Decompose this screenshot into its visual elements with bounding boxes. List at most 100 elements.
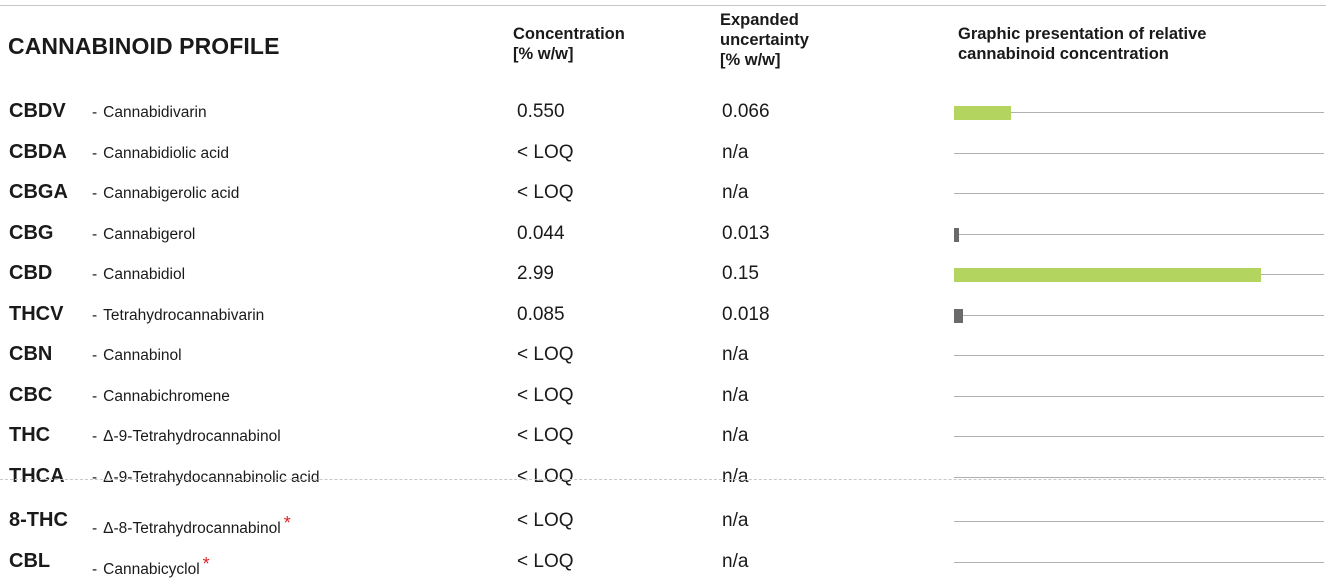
table-row: THCV - Tetrahydrocannabivarin 0.085 0.018 bbox=[0, 297, 1326, 337]
cannabinoid-name: - Δ-8-Tetrahydrocannabinol * bbox=[92, 513, 291, 538]
cannabinoid-name: - Δ-9-Tetrahydrocannabinol bbox=[92, 428, 281, 446]
uncertainty-value: n/a bbox=[722, 142, 749, 163]
name-dash: - bbox=[92, 561, 98, 578]
cannabinoid-code: THCA bbox=[9, 465, 65, 487]
name-text: Cannabidivarin bbox=[103, 104, 207, 121]
name-text: Cannabichromene bbox=[103, 388, 230, 405]
cannabinoid-name: - Δ-9-Tetrahydocannabinolic acid bbox=[92, 469, 319, 487]
cannabinoid-code: CBG bbox=[9, 222, 54, 244]
concentration-value: 0.044 bbox=[517, 223, 565, 244]
concentration-bar bbox=[954, 268, 1261, 282]
name-dash: - bbox=[92, 104, 98, 121]
concentration-value: 0.085 bbox=[517, 304, 565, 325]
uncertainty-value: n/a bbox=[722, 551, 749, 572]
graph-baseline bbox=[954, 234, 1324, 235]
concentration-value: < LOQ bbox=[517, 551, 574, 572]
uncertainty-value: n/a bbox=[722, 466, 749, 487]
cannabinoid-name: - Cannabichromene bbox=[92, 388, 230, 406]
cannabinoid-name: - Cannabinol bbox=[92, 347, 182, 365]
concentration-value: 0.550 bbox=[517, 101, 565, 122]
concentration-value: < LOQ bbox=[517, 425, 574, 446]
concentration-bar bbox=[954, 309, 963, 323]
table-row: CBGA - Cannabigerolic acid < LOQ n/a bbox=[0, 175, 1326, 215]
table-row: CBC - Cannabichromene < LOQ n/a bbox=[0, 378, 1326, 418]
cannabinoid-name: - Cannabidivarin bbox=[92, 104, 207, 122]
concentration-bar bbox=[954, 106, 1011, 120]
table-row: CBG - Cannabigerol 0.044 0.013 bbox=[0, 216, 1326, 256]
name-dash: - bbox=[92, 469, 98, 486]
uncertainty-value: 0.15 bbox=[722, 263, 759, 284]
name-text: Cannabigerolic acid bbox=[103, 185, 240, 202]
name-dash: - bbox=[92, 226, 98, 243]
table-row: THC - Δ-9-Tetrahydrocannabinol < LOQ n/a bbox=[0, 418, 1326, 458]
concentration-header: Concentration [% w/w] bbox=[513, 25, 625, 63]
page-title: CANNABINOID PROFILE bbox=[8, 33, 280, 59]
uncertainty-value: n/a bbox=[722, 510, 749, 531]
cannabinoid-name: - Cannabicyclol * bbox=[92, 554, 210, 579]
table-row: CBN - Cannabinol < LOQ n/a bbox=[0, 337, 1326, 377]
cannabinoid-name: - Cannabidiolic acid bbox=[92, 145, 229, 163]
cannabinoid-code: CBL bbox=[9, 550, 51, 572]
concentration-value: < LOQ bbox=[517, 466, 574, 487]
concentration-value: < LOQ bbox=[517, 182, 574, 203]
uncertainty-value: n/a bbox=[722, 344, 749, 365]
table-row: CBL - Cannabicyclol * < LOQ n/a bbox=[0, 544, 1326, 584]
cannabinoid-code: CBC bbox=[9, 384, 53, 406]
name-dash: - bbox=[92, 388, 98, 405]
uncertainty-value: 0.013 bbox=[722, 223, 770, 244]
graph-baseline bbox=[954, 477, 1324, 478]
cannabinoid-code: CBDV bbox=[9, 100, 66, 122]
cannabinoid-code: THC bbox=[9, 424, 51, 446]
cannabinoid-code: THCV bbox=[9, 303, 64, 325]
name-text: Tetrahydrocannabivarin bbox=[103, 307, 265, 324]
graph-baseline bbox=[954, 521, 1324, 522]
graph-baseline bbox=[954, 355, 1324, 356]
name-text: Cannabidiol bbox=[103, 266, 186, 283]
concentration-value: < LOQ bbox=[517, 344, 574, 365]
name-dash: - bbox=[92, 428, 98, 445]
graph-baseline bbox=[954, 436, 1324, 437]
name-text: Cannabidiolic acid bbox=[103, 145, 229, 162]
name-text: Cannabigerol bbox=[103, 226, 196, 243]
cannabinoid-code: CBD bbox=[9, 262, 53, 284]
name-dash: - bbox=[92, 520, 98, 537]
table-row: CBDA - Cannabidiolic acid < LOQ n/a bbox=[0, 135, 1326, 175]
concentration-value: < LOQ bbox=[517, 510, 574, 531]
cannabinoid-code: CBN bbox=[9, 343, 53, 365]
name-dash: - bbox=[92, 145, 98, 162]
uncertainty-value: n/a bbox=[722, 425, 749, 446]
cannabinoid-name: - Cannabidiol bbox=[92, 266, 185, 284]
concentration-value: 2.99 bbox=[517, 263, 554, 284]
cannabinoid-name: - Cannabigerolic acid bbox=[92, 185, 239, 203]
graph-baseline bbox=[954, 315, 1324, 316]
uncertainty-value: n/a bbox=[722, 385, 749, 406]
uncertainty-value: n/a bbox=[722, 182, 749, 203]
uncertainty-value: 0.066 bbox=[722, 101, 770, 122]
graph-baseline bbox=[954, 396, 1324, 397]
name-text: Δ-9-Tetrahydocannabinolic acid bbox=[103, 469, 320, 486]
uncertainty-value: 0.018 bbox=[722, 304, 770, 325]
graph-baseline bbox=[954, 193, 1324, 194]
table-row: CBD - Cannabidiol 2.99 0.15 bbox=[0, 256, 1326, 296]
cannabinoid-code: CBGA bbox=[9, 181, 68, 203]
name-text: Δ-9-Tetrahydrocannabinol bbox=[103, 428, 281, 445]
footnote-asterisk-icon: * bbox=[283, 513, 291, 533]
cannabinoid-name: - Tetrahydrocannabivarin bbox=[92, 307, 264, 325]
cannabinoid-name: - Cannabigerol bbox=[92, 226, 195, 244]
name-text: Cannabinol bbox=[103, 347, 182, 364]
name-text: Δ-8-Tetrahydrocannabinol bbox=[103, 520, 281, 537]
graph-baseline bbox=[954, 153, 1324, 154]
table-row: THCA - Δ-9-Tetrahydocannabinolic acid < LOQ… bbox=[0, 459, 1326, 499]
table-row: 8-THC - Δ-8-Tetrahydrocannabinol * < LOQ n/a bbox=[0, 503, 1326, 543]
top-rule bbox=[0, 5, 1326, 6]
row-separator bbox=[0, 479, 1326, 480]
cannabinoid-code: CBDA bbox=[9, 141, 67, 163]
name-dash: - bbox=[92, 185, 98, 202]
cannabinoid-code: 8-THC bbox=[9, 509, 68, 531]
graph-baseline bbox=[954, 112, 1324, 113]
concentration-bar bbox=[954, 228, 959, 242]
concentration-value: < LOQ bbox=[517, 142, 574, 163]
graph-baseline bbox=[954, 562, 1324, 563]
footnote-asterisk-icon: * bbox=[202, 554, 210, 574]
table-row: CBDV - Cannabidivarin 0.550 0.066 bbox=[0, 94, 1326, 134]
